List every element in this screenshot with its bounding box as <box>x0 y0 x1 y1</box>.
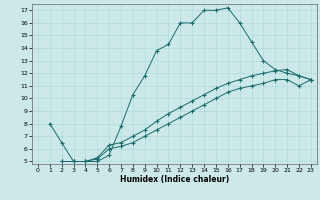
X-axis label: Humidex (Indice chaleur): Humidex (Indice chaleur) <box>120 175 229 184</box>
